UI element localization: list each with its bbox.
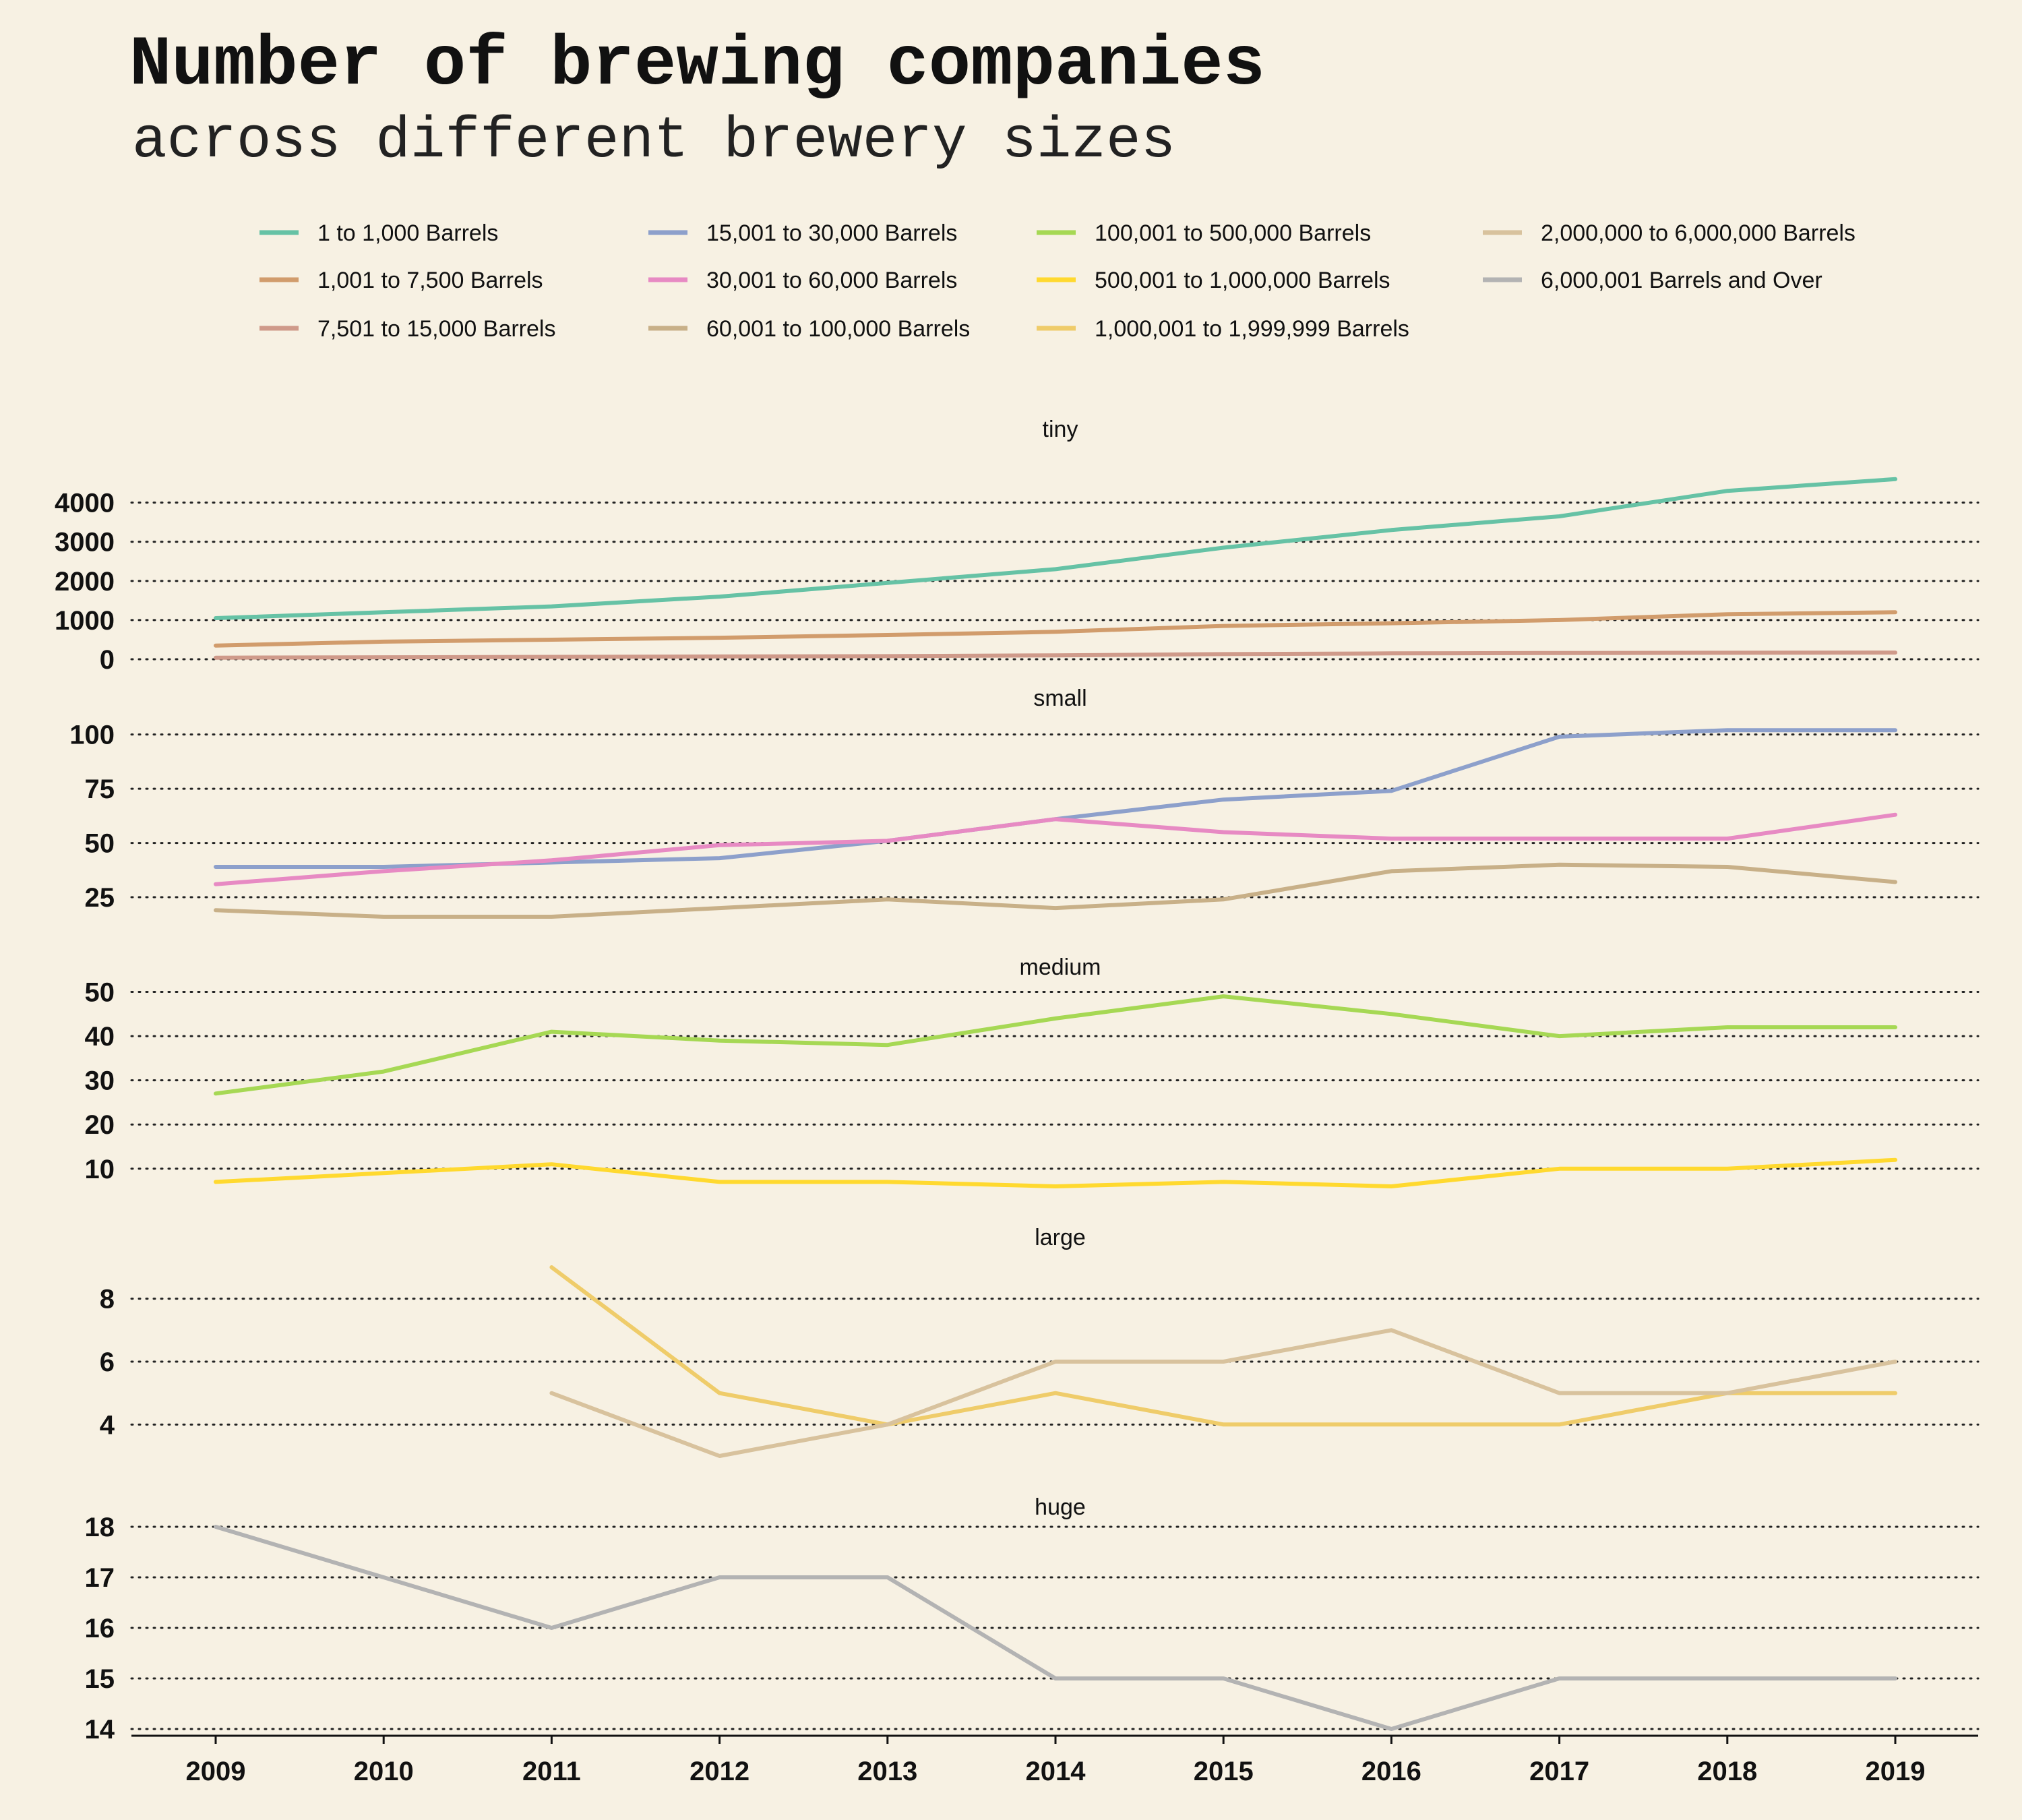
series-line-1-000-001-to-1-999-999-barrels [549,1265,1897,1427]
legend-item-60-001-to-100-000-barrels: 60,001 to 100,000 Barrels [648,316,970,342]
x-tick-label: 2014 [1026,1757,1086,1786]
legend-item-30-001-to-60-000-barrels: 30,001 to 60,000 Barrels [648,268,957,293]
x-axis: 2009 2010 2011 2012 2013 2014 2015 2016 2017 2018… [131,1734,1978,1786]
y-tick-label: 2000 [55,567,115,597]
facet-small: small 25 50 75 100 [69,686,1980,919]
x-tick-label: 2012 [690,1757,749,1786]
legend-item-7-501-to-15-000-barrels: 7,501 to 15,000 Barrels [259,316,555,342]
x-tick-label: 2013 [857,1757,917,1786]
facet-title: small [1033,686,1086,711]
facet-large: large 4 6 8 [100,1225,1980,1458]
legend: 1 to 1,000 Barrels 15,001 to 30,000 Barre… [259,220,1856,342]
y-tick-label: 8 [100,1285,115,1314]
legend-label: 30,001 to 60,000 Barrels [706,268,957,293]
legend-item-1-to-1-000-barrels: 1 to 1,000 Barrels [259,220,498,246]
legend-item-15-001-to-30-000-barrels: 15,001 to 30,000 Barrels [648,220,957,246]
legend-item-2-000-000-to-6-000-000-barrels: 2,000,000 to 6,000,000 Barrels [1483,220,1856,246]
series-line-1-to-1-000-barrels [214,477,1897,620]
y-tick-label: 100 [69,721,115,750]
series-line-2-000-000-to-6-000-000-barrels [549,1328,1897,1458]
facet-tiny: tiny 0 1000 2000 3000 4000 [55,417,1980,675]
legend-item-500-001-to-1-000-000-barrels: 500,001 to 1,000,000 Barrels [1037,268,1390,293]
y-tick-label: 50 [85,829,115,859]
y-tick-label: 40 [85,1022,115,1052]
x-tick-label: 2010 [354,1757,414,1786]
x-tick-label: 2017 [1529,1757,1589,1786]
y-tick-label: 20 [85,1110,115,1140]
y-tick-label: 6 [100,1347,115,1377]
y-tick-label: 50 [85,978,115,1008]
y-tick-label: 10 [85,1155,115,1184]
facet-title: large [1035,1225,1086,1250]
x-tick-label: 2015 [1194,1757,1254,1786]
legend-label: 15,001 to 30,000 Barrels [706,220,957,246]
x-tick-label: 2018 [1697,1757,1757,1786]
y-tick-label: 3000 [55,528,115,557]
y-tick-label: 1000 [55,606,115,636]
y-tick-label: 0 [100,645,115,675]
x-tick-label: 2019 [1866,1757,1926,1786]
facet-title: medium [1020,954,1101,980]
legend-item-6-000-001-barrels-and-over: 6,000,001 Barrels and Over [1483,268,1822,293]
x-tick-label: 2016 [1361,1757,1421,1786]
legend-item-1-001-to-7-500-barrels: 1,001 to 7,500 Barrels [259,268,543,293]
facet-medium: medium 10 20 30 40 50 [85,954,1980,1188]
series-line-30-001-to-60-000-barrels [214,812,1897,886]
legend-item-100-001-to-500-000-barrels: 100,001 to 500,000 Barrels [1037,220,1371,246]
legend-label: 500,001 to 1,000,000 Barrels [1095,268,1390,293]
y-tick-label: 25 [85,883,115,913]
series-line-15-001-to-30-000-barrels [214,728,1897,869]
legend-label: 1,001 to 7,500 Barrels [317,268,543,293]
y-tick-label: 15 [85,1664,115,1694]
series-line-60-001-to-100-000-barrels [214,862,1897,919]
series-line-500-001-to-1-000-000-barrels [214,1157,1897,1188]
x-tick-label: 2009 [186,1757,246,1786]
y-tick-label: 16 [85,1614,115,1643]
series-line-100-001-to-500-000-barrels [214,994,1897,1096]
y-tick-label: 14 [85,1715,115,1745]
legend-label: 6,000,001 Barrels and Over [1541,268,1822,293]
legend-label: 1,000,001 to 1,999,999 Barrels [1095,316,1409,342]
series-line-6-000-001-barrels-and-over [214,1525,1897,1731]
chart-title: Number of brewing companies [129,26,1266,105]
y-tick-label: 4000 [55,489,115,518]
legend-label: 2,000,000 to 6,000,000 Barrels [1541,220,1856,246]
legend-label: 100,001 to 500,000 Barrels [1095,220,1371,246]
y-tick-label: 30 [85,1066,115,1096]
y-tick-label: 18 [85,1513,115,1542]
legend-label: 7,501 to 15,000 Barrels [317,316,555,342]
y-tick-label: 17 [85,1563,115,1593]
legend-label: 1 to 1,000 Barrels [317,220,498,246]
y-tick-label: 4 [100,1410,115,1440]
chart-subtitle: across different brewery sizes [132,108,1176,174]
x-tick-label: 2011 [522,1757,581,1786]
facet-title: tiny [1043,417,1078,442]
series-line-7-501-to-15-000-barrels [214,650,1897,660]
legend-item-1-000-001-to-1-999-999-barrels: 1,000,001 to 1,999,999 Barrels [1037,316,1409,342]
facet-huge: huge 14 15 16 17 18 [85,1494,1980,1745]
facets: tiny 0 1000 2000 3000 4000 small 25 50 75 100 mediu… [55,417,1980,1745]
legend-label: 60,001 to 100,000 Barrels [706,316,970,342]
y-tick-label: 75 [85,775,115,804]
facet-title: huge [1035,1494,1086,1520]
series-line-1-001-to-7-500-barrels [214,610,1897,648]
